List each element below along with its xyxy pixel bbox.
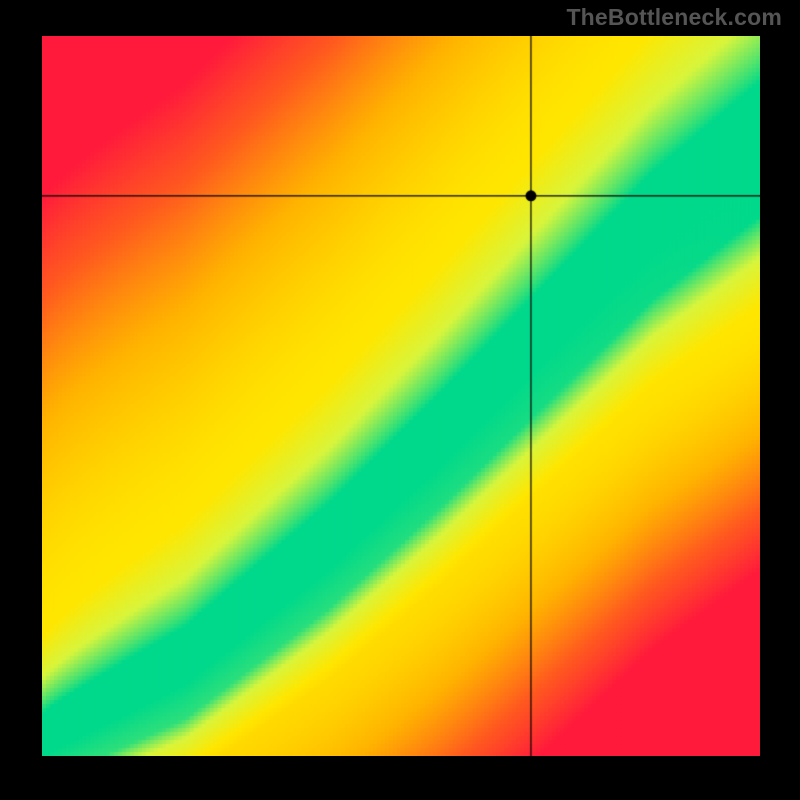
watermark-text: TheBottleneck.com — [566, 4, 782, 31]
bottleneck-heatmap — [42, 36, 760, 756]
chart-container: { "watermark": { "text": "TheBottleneck.… — [0, 0, 800, 800]
